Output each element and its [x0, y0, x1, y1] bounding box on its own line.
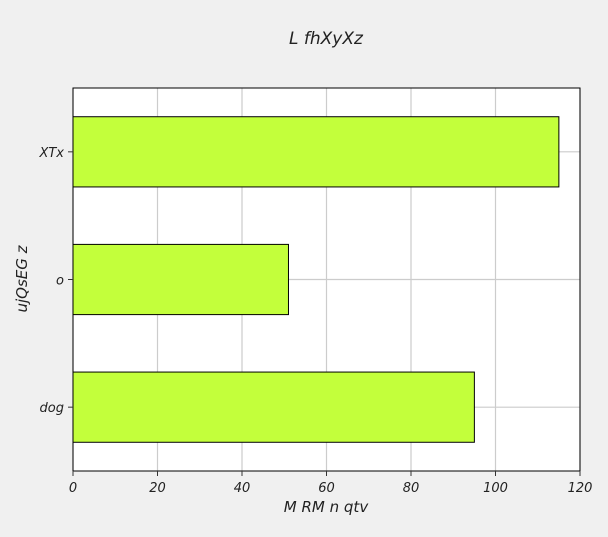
bar-XTx	[72, 116, 560, 188]
x-tick-label: 20	[149, 481, 166, 496]
bars	[72, 116, 560, 443]
x-axis-label: M RM n qtv	[284, 498, 370, 516]
x-tick-label: 60	[318, 481, 335, 496]
y-axis-ticks: dog o XTx	[38, 146, 73, 416]
y-tick-label: dog	[40, 401, 64, 416]
x-tick-label: 40	[234, 481, 251, 496]
y-tick-label: o	[56, 274, 64, 289]
x-tick-label: 80	[403, 481, 420, 496]
chart-title: L fhXyXz	[289, 29, 364, 49]
x-tick-label: 120	[568, 481, 593, 496]
bar-dog	[72, 371, 475, 443]
bar-o	[72, 243, 289, 316]
y-axis-label: ujQsEG z	[13, 244, 31, 312]
x-tick-label: 100	[483, 481, 508, 496]
x-axis-ticks: 0 20 40 60 80 100 120	[69, 471, 593, 496]
y-tick-label: XTx	[38, 146, 64, 161]
x-tick-label: 0	[69, 481, 77, 496]
